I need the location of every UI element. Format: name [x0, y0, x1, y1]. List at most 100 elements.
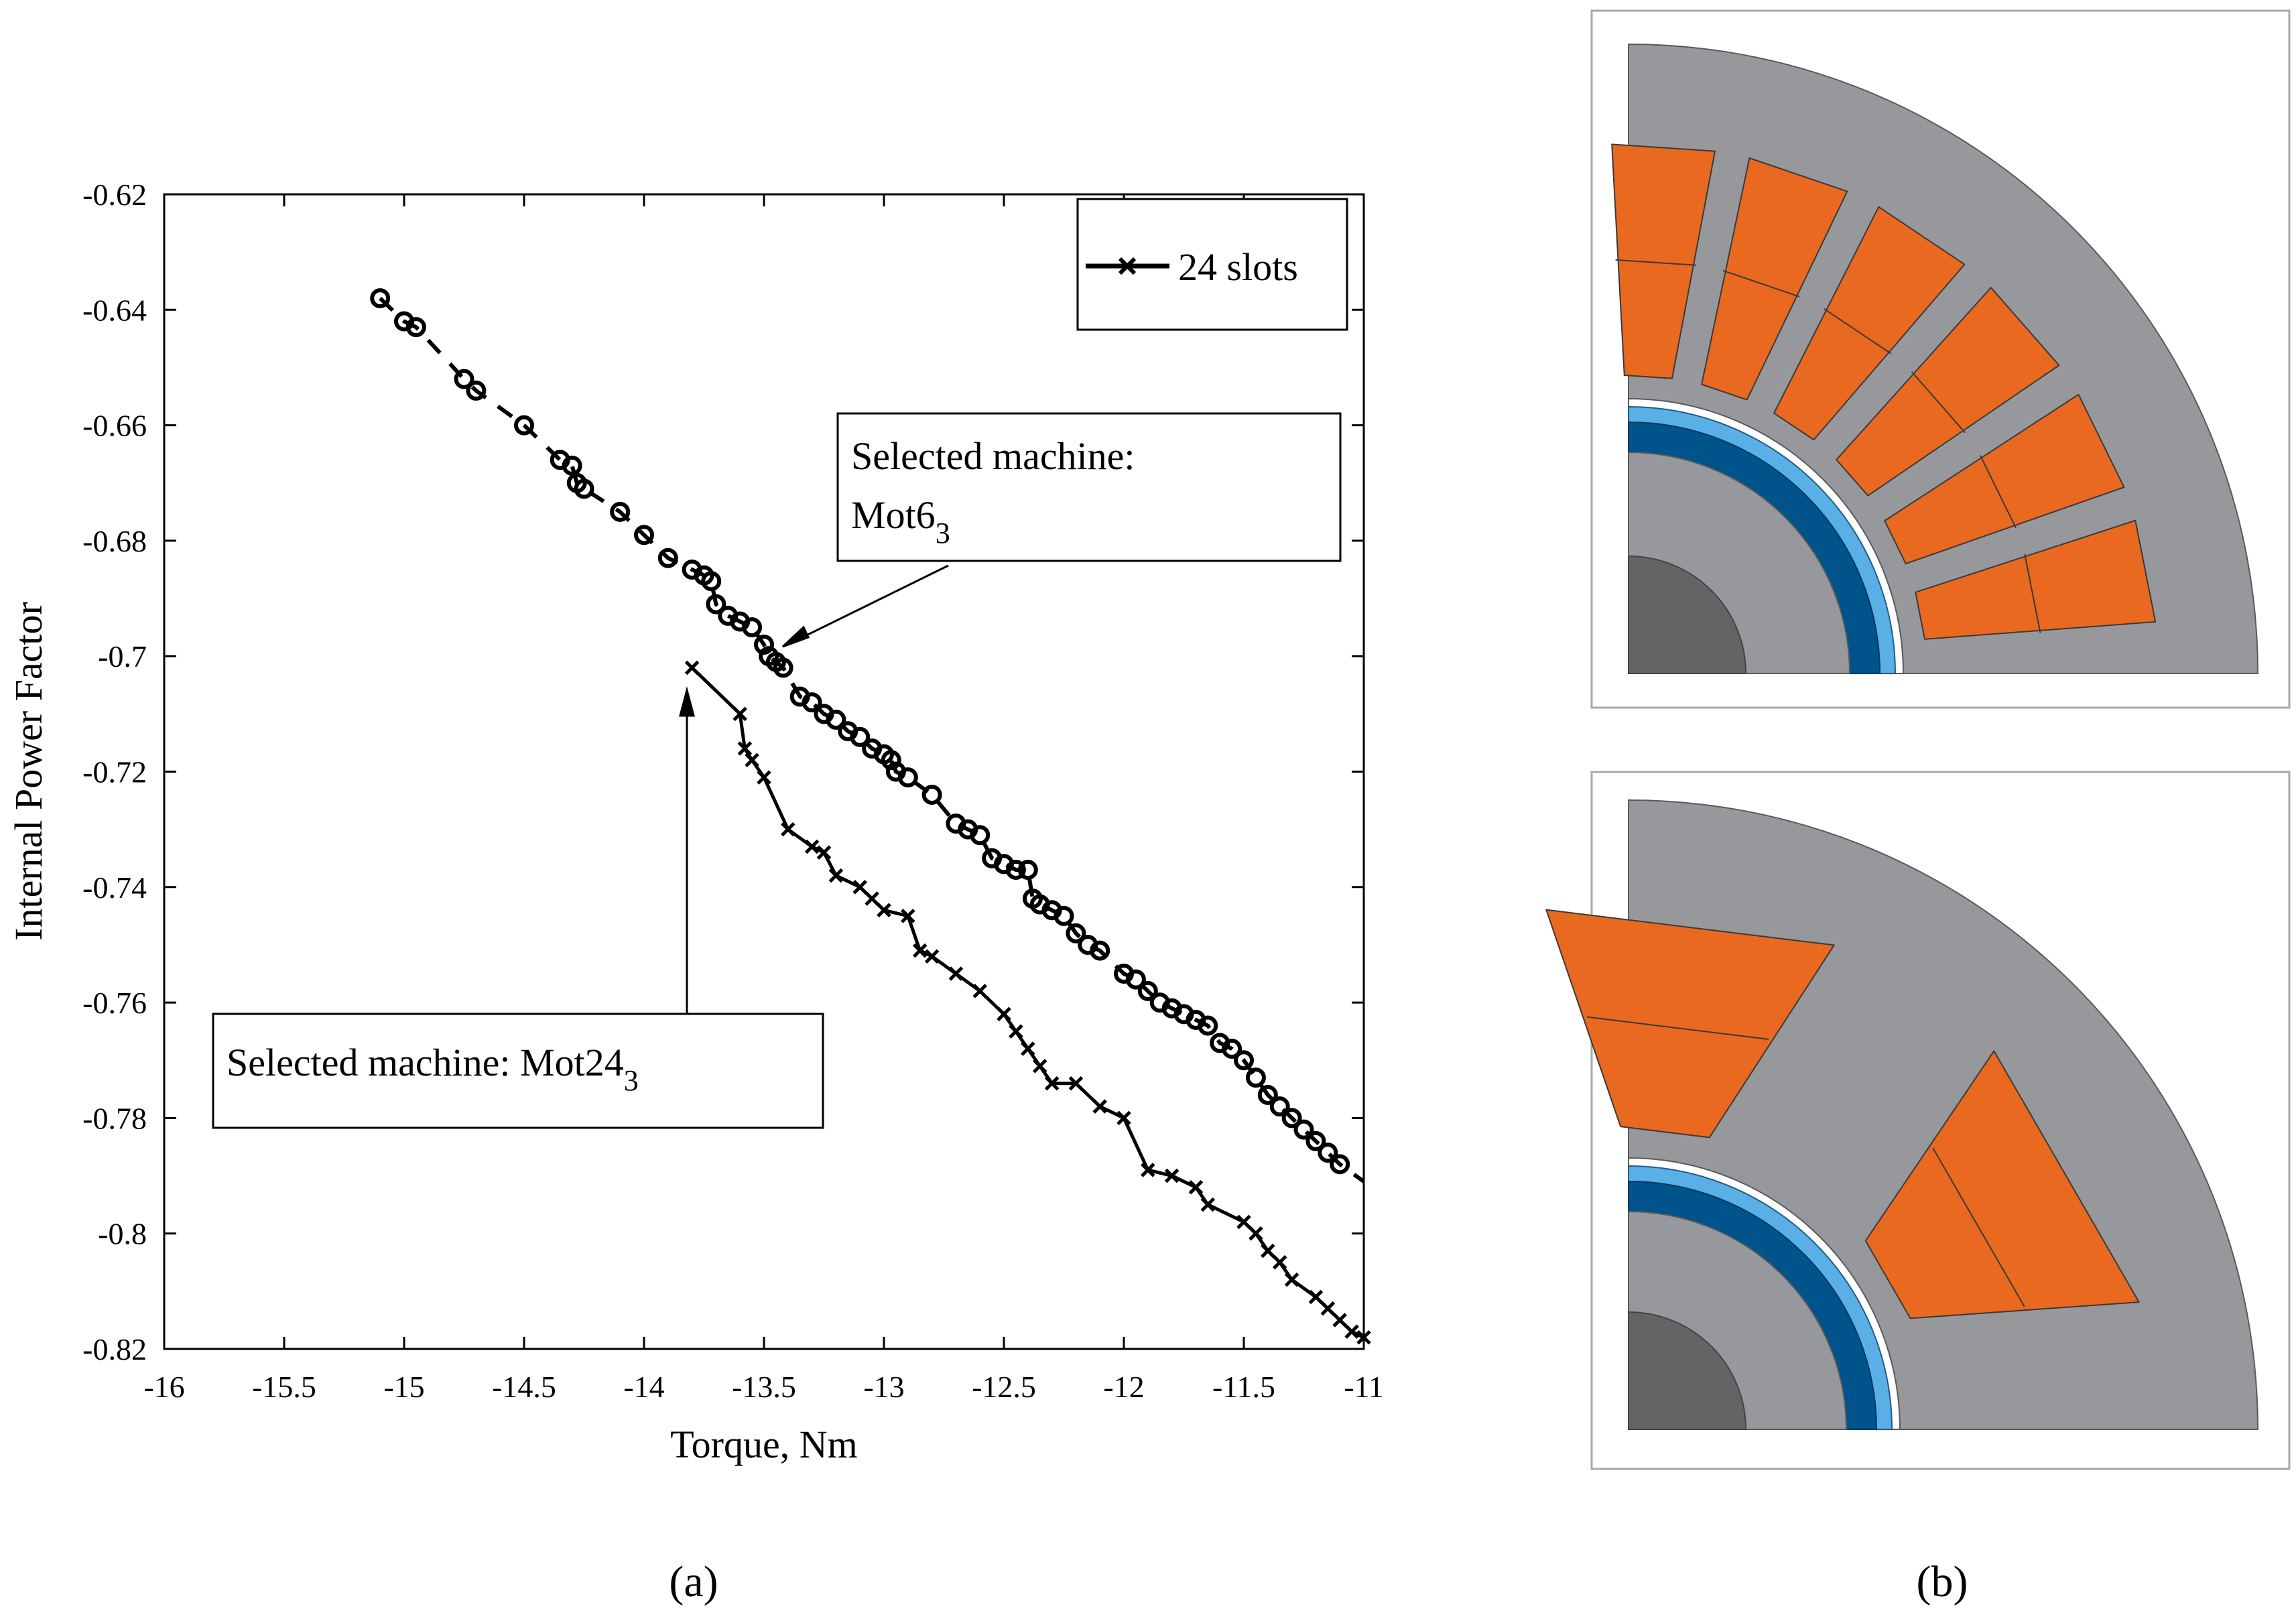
- winding-6-coil: [1545, 909, 1835, 1139]
- legend-entry-24-slots: 24 slots: [1178, 245, 1298, 289]
- series-24-slots-point: [1236, 1214, 1251, 1230]
- x-tick-label: -14.5: [492, 1370, 556, 1404]
- series-24-slots-point: [804, 839, 820, 854]
- series-24-slots-point: [972, 984, 987, 998]
- series-24-slots-point: [1188, 1180, 1204, 1195]
- annotation-mot6-arrowhead: [781, 625, 810, 648]
- winding-24-coil: [1611, 143, 1716, 379]
- series-6-slots: [370, 288, 1365, 1183]
- winding-24-coil-divider: [1615, 259, 1696, 266]
- series-24-slots: [684, 660, 1371, 1345]
- series-6-slots-point: [405, 317, 426, 338]
- series-24-slots-point: [852, 880, 867, 895]
- winding-24-coil-divider: [1824, 308, 1892, 354]
- series-6-slots-point: [657, 547, 678, 568]
- series-24-slots-point: [1308, 1289, 1324, 1305]
- winding-24-coil-divider: [2024, 554, 2041, 633]
- x-tick-label: -13: [863, 1370, 904, 1404]
- series-6-slots-point: [1245, 1067, 1266, 1088]
- series-6-slots-point: [897, 767, 918, 788]
- shaft-6: [1628, 1311, 1747, 1430]
- x-tick-label: -15: [383, 1370, 424, 1404]
- series-6-slots-point: [1017, 859, 1038, 880]
- series-6-slots-point: [1269, 1096, 1290, 1117]
- caption-a: (a): [669, 1557, 718, 1606]
- winding-6-coil-divider: [1932, 1147, 2025, 1307]
- series-6-slots-point: [701, 571, 722, 592]
- series-6-slots-point: [921, 784, 942, 805]
- y-tick-label: -0.78: [82, 1101, 147, 1135]
- y-axis-label: Internal Power Factor: [7, 602, 50, 941]
- y-tick-label: -0.8: [98, 1217, 147, 1251]
- series-6-slots-point: [773, 657, 793, 678]
- series-24-slots-point: [1044, 1076, 1060, 1091]
- x-tick-label: -12: [1103, 1370, 1144, 1404]
- y-tick-label: -0.76: [82, 986, 147, 1020]
- series-24-slots-point: [1320, 1301, 1336, 1316]
- series-6-slots-point: [454, 369, 474, 389]
- x-tick-label: -11.5: [1212, 1370, 1275, 1404]
- series-6-slots-point: [1293, 1119, 1314, 1140]
- annotation-mot6-name: Mot63: [851, 493, 950, 549]
- series-24-slots-point: [1141, 1163, 1155, 1177]
- series-24-slots-point: [912, 943, 928, 958]
- series-6-slots-point: [754, 634, 774, 655]
- series-6-slots-point: [634, 525, 654, 545]
- series-24-slots-point: [1092, 1099, 1107, 1114]
- series-24-slots-point: [1332, 1313, 1347, 1327]
- series-6-slots-point: [850, 726, 871, 747]
- machine-6-slot: [1545, 771, 2291, 1470]
- x-tick-label: -13.5: [732, 1370, 796, 1404]
- y-tick-label: -0.7: [98, 639, 147, 673]
- series-6-slots-point: [466, 380, 487, 401]
- series-6-slots-point: [1090, 940, 1110, 961]
- series-6-slots-point: [514, 415, 534, 436]
- series-24-slots-point: [1009, 1024, 1023, 1039]
- series-24-slots-point: [997, 1007, 1011, 1022]
- series-6-slots-point: [1281, 1108, 1302, 1128]
- y-tick-label: -0.72: [82, 755, 147, 789]
- winding-24-coil: [1773, 206, 1966, 441]
- series-6-slots-point: [574, 478, 594, 499]
- annotation-mot24-label: Selected machine: Mot243: [227, 1041, 639, 1097]
- shaft-24: [1628, 555, 1747, 674]
- series-24-slots-point: [828, 868, 844, 883]
- series-24-slots-point: [1284, 1272, 1299, 1287]
- winding-6-coil-divider: [1586, 1016, 1769, 1040]
- annotation-mot24: Selected machine: Mot243: [212, 686, 824, 1129]
- series-6-slots-point: [1257, 1084, 1278, 1105]
- series-6-slots-point: [1137, 980, 1158, 1001]
- winding-24-coil-divider: [1722, 269, 1800, 298]
- series-24-slots-point: [1272, 1255, 1287, 1270]
- y-axis-ticks: -0.62 -0.64 -0.66 -0.68 -0.7 -0.72 -0.74 -0.76 -…: [82, 178, 1364, 1366]
- series-24-slots-point: [745, 753, 759, 768]
- series-24-slots-point: [1117, 1110, 1131, 1126]
- windings-6: [1545, 909, 2140, 1319]
- plot-area: [164, 194, 1364, 1349]
- series-6-slots-point: [1054, 905, 1074, 926]
- series-24-slots-point: [1032, 1059, 1047, 1074]
- series-24-slots-point: [732, 706, 747, 722]
- series-24-slots-point: [865, 891, 879, 906]
- y-tick-label: -0.68: [82, 524, 147, 558]
- series-24-slots-point: [877, 903, 891, 918]
- annotation-mot24-arrowhead: [679, 686, 695, 717]
- series-6-slots-point: [881, 750, 901, 771]
- series-24-slots-point: [781, 822, 795, 837]
- series-6-slots-point: [1125, 969, 1146, 990]
- series-6-slots-point: [1330, 1154, 1350, 1175]
- series-24-slots-point: [737, 741, 753, 756]
- x-axis-ticks: -16 -15.5 -15 -14.5 -14 -13.5 -13 -12.5 -12 -11.5…: [143, 194, 1384, 1404]
- x-tick-label: -15.5: [252, 1370, 316, 1404]
- series-24-slots-point: [1249, 1226, 1263, 1241]
- x-tick-label: -12.5: [972, 1370, 1036, 1404]
- chart-panel: -16 -15.5 -15 -14.5 -14 -13.5 -13 -12.5 -12 -11.5…: [7, 178, 1384, 1606]
- windings-24: [1611, 143, 2157, 640]
- annotation-mot24-box: [212, 1013, 824, 1129]
- series-6-slots-point: [1005, 859, 1026, 880]
- annotation-mot6-label: Selected machine:: [851, 434, 1135, 478]
- annotation-mot6-arrow: [787, 564, 949, 646]
- series-6-slots-point: [742, 617, 763, 638]
- series-24-slots-point: [1164, 1168, 1179, 1183]
